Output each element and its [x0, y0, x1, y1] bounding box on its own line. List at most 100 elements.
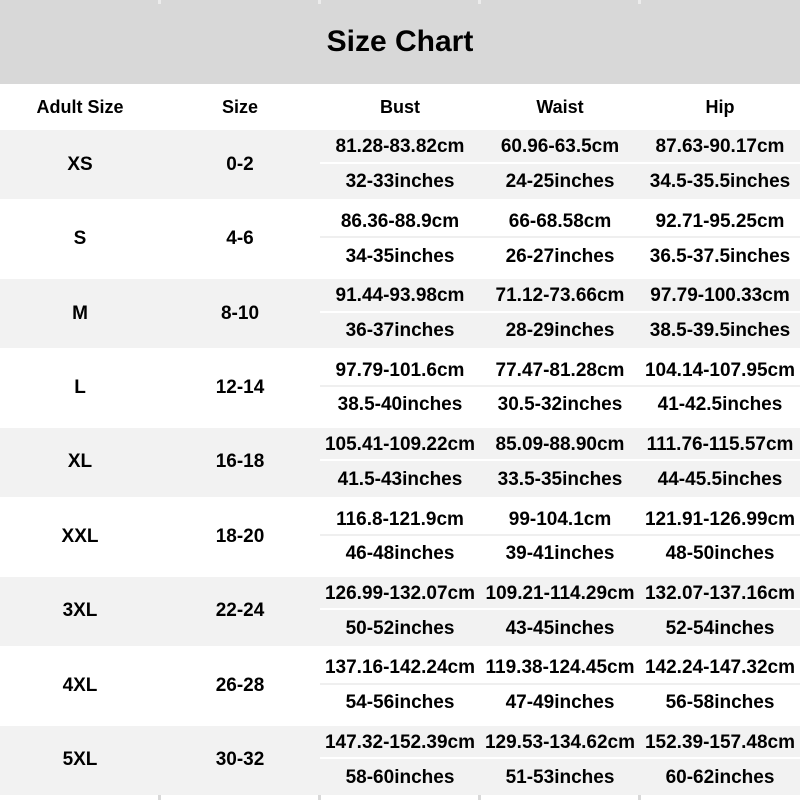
hip-cm-value: 97.79-100.33cm [650, 285, 790, 307]
page-title: Size Chart [326, 25, 474, 58]
bust-inches-value: 50-52inches [345, 617, 455, 639]
waist-cm-value: 71.12-73.66cm [495, 285, 625, 307]
hip-inches-value: 52-54inches [665, 617, 775, 639]
hip-cm-value: 87.63-90.17cm [655, 136, 785, 158]
table-body: XS 0-2 81.28-83.82cm 60.96-63.5cm 87.63-… [0, 130, 800, 800]
bust-cm-value: 116.8-121.9cm [336, 508, 464, 530]
bust-cm-value: 126.99-132.07cm [324, 582, 475, 604]
bust-inches-value: 34-35inches [345, 245, 455, 267]
bust-cm-value: 91.44-93.98cm [335, 285, 465, 307]
hip-inches-value: 56-58inches [665, 692, 775, 714]
hip-cm-value: 152.39-157.48cm [644, 731, 795, 753]
bust-cm-value: 137.16-142.24cm [324, 657, 475, 679]
column-header-size: Size [221, 96, 259, 117]
bust-inches-value: 32-33inches [345, 171, 455, 193]
size-value: 22-24 [215, 600, 265, 622]
adult-size-value: L [74, 377, 86, 399]
size-value: 18-20 [215, 525, 265, 547]
hip-inches-value: 48-50inches [665, 543, 775, 565]
adult-size-value: S [73, 228, 87, 250]
bust-inches-value: 36-37inches [345, 319, 455, 341]
waist-inches-value: 26-27inches [505, 245, 615, 267]
unit-divider-line [320, 757, 800, 760]
hip-inches-value: 41-42.5inches [657, 394, 783, 416]
hip-cm-value: 142.24-147.32cm [644, 657, 795, 679]
column-border-tick [638, 0, 641, 4]
column-border-tick [318, 0, 321, 4]
size-value: 12-14 [215, 377, 265, 399]
column-border-tick [638, 795, 641, 800]
size-value: 4-6 [226, 228, 254, 250]
column-border-tick [478, 0, 481, 4]
table-row-xxl: XXL 18-20 116.8-121.9cm 99-104.1cm 121.9… [0, 502, 800, 577]
bust-cm-value: 81.28-83.82cm [335, 136, 465, 158]
size-value: 16-18 [215, 451, 265, 473]
adult-size-value: XL [67, 451, 93, 473]
column-border-tick [478, 795, 481, 800]
title-band: Size Chart [0, 0, 800, 84]
waist-inches-value: 33.5-35inches [497, 468, 623, 490]
unit-divider-line [320, 682, 800, 685]
table-row-xl: XL 16-18 105.41-109.22cm 85.09-88.90cm 1… [0, 427, 800, 503]
adult-size-value: 3XL [62, 600, 98, 622]
size-value: 30-32 [215, 749, 265, 771]
adult-size-value: XXL [61, 525, 99, 547]
hip-inches-value: 38.5-39.5inches [649, 319, 791, 341]
column-border-tick [158, 795, 161, 800]
table-header-row: Adult Size Size Bust Waist Hip [0, 84, 800, 130]
column-header-hip: Hip [705, 96, 735, 117]
waist-cm-value: 99-104.1cm [508, 508, 612, 530]
adult-size-value: XS [67, 153, 93, 175]
hip-inches-value: 44-45.5inches [657, 468, 783, 490]
bust-inches-value: 38.5-40inches [337, 394, 463, 416]
bust-cm-value: 86.36-88.9cm [340, 210, 460, 232]
size-value: 26-28 [215, 674, 265, 696]
column-header-waist: Waist [536, 96, 584, 117]
size-value: 0-2 [226, 153, 254, 175]
unit-divider-line [320, 608, 800, 611]
adult-size-value: 5XL [62, 749, 98, 771]
adult-size-value: 4XL [62, 674, 98, 696]
unit-divider-line [320, 385, 800, 388]
unit-divider-line [320, 161, 800, 164]
waist-cm-value: 77.47-81.28cm [495, 359, 625, 381]
bust-cm-value: 97.79-101.6cm [335, 359, 465, 381]
unit-divider-line [320, 310, 800, 313]
table-row-3xl: 3XL 22-24 126.99-132.07cm 109.21-114.29c… [0, 576, 800, 652]
waist-cm-value: 60.96-63.5cm [500, 136, 620, 158]
waist-inches-value: 39-41inches [505, 543, 615, 565]
hip-inches-value: 36.5-37.5inches [649, 245, 791, 267]
hip-cm-value: 104.14-107.95cm [644, 359, 795, 381]
hip-inches-value: 34.5-35.5inches [649, 171, 791, 193]
waist-inches-value: 47-49inches [505, 692, 615, 714]
hip-inches-value: 60-62inches [665, 766, 775, 788]
adult-size-value: M [72, 302, 88, 324]
column-header-adult-size: Adult Size [36, 96, 124, 117]
waist-cm-value: 119.38-124.45cm [485, 657, 635, 679]
hip-cm-value: 121.91-126.99cm [644, 508, 795, 530]
column-border-tick [158, 0, 161, 4]
waist-inches-value: 24-25inches [505, 171, 615, 193]
waist-cm-value: 85.09-88.90cm [495, 434, 625, 456]
table-row-l: L 12-14 97.79-101.6cm 77.47-81.28cm 104.… [0, 353, 800, 428]
unit-divider-line [320, 459, 800, 462]
bust-cm-value: 105.41-109.22cm [324, 434, 475, 456]
hip-cm-value: 111.76-115.57cm [646, 434, 794, 456]
bust-cm-value: 147.32-152.39cm [324, 731, 475, 753]
table-row-4xl: 4XL 26-28 137.16-142.24cm 119.38-124.45c… [0, 651, 800, 726]
hip-cm-value: 132.07-137.16cm [644, 582, 795, 604]
waist-inches-value: 51-53inches [505, 766, 615, 788]
column-border-tick [318, 795, 321, 800]
bust-inches-value: 46-48inches [345, 543, 455, 565]
unit-divider-line [320, 533, 800, 536]
waist-inches-value: 43-45inches [505, 617, 615, 639]
bust-inches-value: 54-56inches [345, 692, 455, 714]
waist-cm-value: 109.21-114.29cm [485, 582, 635, 604]
unit-divider-line [320, 236, 800, 239]
hip-cm-value: 92.71-95.25cm [655, 210, 785, 232]
waist-inches-value: 28-29inches [505, 319, 615, 341]
table-row-xs: XS 0-2 81.28-83.82cm 60.96-63.5cm 87.63-… [0, 130, 800, 205]
waist-cm-value: 129.53-134.62cm [484, 731, 635, 753]
table-row-s: S 4-6 86.36-88.9cm 66-68.58cm 92.71-95.2… [0, 204, 800, 279]
